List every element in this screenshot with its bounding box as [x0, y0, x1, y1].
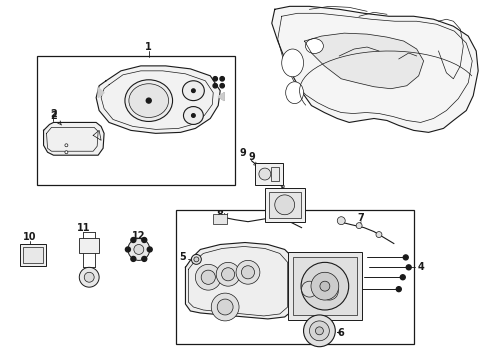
- Text: 9: 9: [239, 148, 257, 166]
- Circle shape: [146, 98, 151, 103]
- Circle shape: [142, 238, 146, 243]
- Circle shape: [220, 84, 224, 88]
- Circle shape: [194, 257, 199, 262]
- Bar: [175, 210, 413, 344]
- Circle shape: [301, 262, 348, 310]
- Circle shape: [201, 270, 215, 284]
- Bar: [22, 247, 42, 264]
- Circle shape: [315, 327, 323, 335]
- Circle shape: [236, 260, 259, 284]
- Circle shape: [337, 217, 345, 225]
- Bar: [254, 163, 282, 185]
- Circle shape: [147, 247, 152, 252]
- Bar: [20, 244, 45, 266]
- Polygon shape: [43, 122, 104, 155]
- Polygon shape: [96, 66, 220, 133]
- Circle shape: [216, 262, 240, 286]
- Circle shape: [134, 244, 143, 255]
- Circle shape: [191, 114, 195, 117]
- Circle shape: [65, 151, 68, 154]
- Bar: [287, 252, 361, 320]
- Polygon shape: [98, 88, 104, 98]
- Polygon shape: [271, 6, 477, 132]
- Text: 8: 8: [216, 210, 223, 220]
- Circle shape: [395, 287, 401, 292]
- Circle shape: [375, 231, 381, 238]
- Circle shape: [310, 272, 338, 300]
- Text: 10: 10: [23, 231, 36, 242]
- Circle shape: [303, 315, 335, 347]
- Circle shape: [221, 268, 234, 281]
- Circle shape: [125, 247, 130, 252]
- Circle shape: [258, 168, 270, 180]
- Text: 2: 2: [50, 108, 57, 118]
- Polygon shape: [185, 243, 294, 319]
- Text: 5: 5: [179, 252, 185, 262]
- Ellipse shape: [129, 84, 168, 117]
- Ellipse shape: [182, 81, 204, 100]
- Circle shape: [142, 256, 146, 261]
- Circle shape: [213, 84, 217, 88]
- Text: 1: 1: [145, 42, 152, 52]
- Circle shape: [211, 293, 239, 321]
- Bar: [270, 167, 278, 181]
- Circle shape: [84, 272, 94, 282]
- Circle shape: [217, 299, 233, 315]
- Bar: [37, 56, 235, 185]
- Text: 7: 7: [357, 213, 364, 223]
- Bar: [268, 192, 300, 218]
- Circle shape: [301, 281, 317, 297]
- Circle shape: [191, 255, 201, 264]
- Text: 3: 3: [276, 171, 284, 189]
- Ellipse shape: [124, 80, 172, 121]
- Circle shape: [403, 255, 407, 260]
- Polygon shape: [304, 33, 423, 89]
- Circle shape: [213, 77, 217, 81]
- Text: 11: 11: [76, 222, 90, 233]
- Circle shape: [195, 264, 221, 290]
- Polygon shape: [218, 93, 224, 100]
- Bar: [79, 238, 99, 253]
- Circle shape: [131, 238, 136, 243]
- Text: 12: 12: [132, 230, 145, 240]
- Circle shape: [320, 282, 338, 300]
- Circle shape: [274, 195, 294, 215]
- Circle shape: [220, 77, 224, 81]
- Circle shape: [319, 281, 329, 291]
- Ellipse shape: [281, 49, 303, 77]
- Ellipse shape: [305, 39, 323, 54]
- Text: 3: 3: [276, 173, 283, 183]
- Text: 4: 4: [416, 262, 423, 272]
- Circle shape: [406, 265, 410, 270]
- Text: 6: 6: [337, 328, 344, 338]
- Circle shape: [79, 267, 99, 287]
- Circle shape: [65, 144, 68, 147]
- Circle shape: [128, 239, 149, 260]
- Ellipse shape: [183, 107, 203, 125]
- Bar: [213, 214, 226, 224]
- Text: 2: 2: [50, 111, 61, 125]
- Circle shape: [191, 89, 195, 93]
- Circle shape: [355, 223, 361, 229]
- Circle shape: [241, 266, 254, 279]
- Ellipse shape: [285, 82, 303, 104]
- Circle shape: [131, 256, 136, 261]
- Bar: [264, 188, 304, 222]
- Circle shape: [309, 321, 328, 341]
- Text: 9: 9: [248, 152, 255, 162]
- Bar: [292, 257, 356, 315]
- Circle shape: [400, 275, 405, 280]
